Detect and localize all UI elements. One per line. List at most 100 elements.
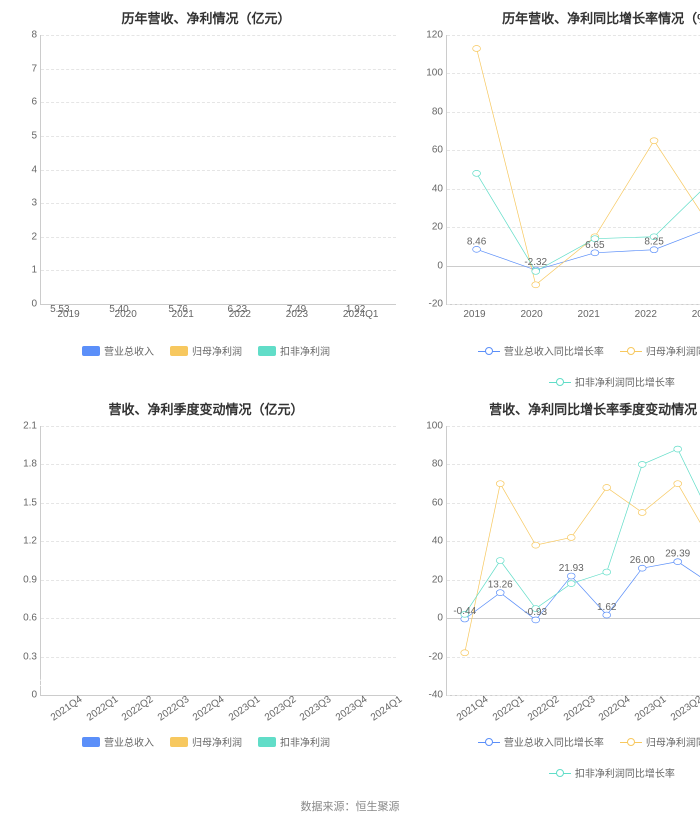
y-tick-label: 80 xyxy=(432,106,443,117)
legend-label: 扣非净利润 xyxy=(280,343,330,358)
legend-item: 营业总收入同比增长率 xyxy=(478,734,604,749)
line-labels: 8.46-2.326.658.2520.1711.93 xyxy=(447,35,700,304)
chart-plot-area: 0123456785.535.405.766.237.491.92 xyxy=(40,35,396,305)
bars-container: 1.661.361.501.681.681.721.941.971.861.92 xyxy=(41,426,396,695)
chart-plot-area: -200204060801001208.46-2.326.658.2520.17… xyxy=(446,35,700,305)
legend-item: 扣非净利润同比增长率 xyxy=(549,374,675,389)
legend-swatch xyxy=(82,737,100,747)
y-tick-label: 80 xyxy=(432,459,443,470)
point-value-label: -0.44 xyxy=(453,606,476,617)
legend-swatch xyxy=(170,737,188,747)
legend-label: 营业总收入同比增长率 xyxy=(504,734,604,749)
bar-value-label: 1.97 xyxy=(287,678,306,689)
y-tick-label: 3 xyxy=(31,198,37,209)
bar-value-label: 1.66 xyxy=(39,678,58,689)
legend-label: 扣非净利润同比增长率 xyxy=(575,765,675,780)
legend-item: 营业总收入同比增长率 xyxy=(478,343,604,358)
legend-item: 营业总收入 xyxy=(82,343,154,358)
chart-title: 营收、净利季度变动情况（亿元） xyxy=(8,399,404,418)
point-value-label: 21.93 xyxy=(559,563,584,574)
y-tick-label: 0 xyxy=(31,690,37,701)
x-tick-label: 2023 xyxy=(286,305,308,335)
chart-title: 历年营收、净利情况（亿元） xyxy=(8,8,404,27)
chart-title: 历年营收、净利同比增长率情况（%） xyxy=(414,8,700,27)
y-axis: -20020406080100120 xyxy=(417,35,445,304)
y-axis: -40-20020406080100 xyxy=(417,426,445,695)
legend: 营业总收入归母净利润扣非净利润 xyxy=(8,343,404,358)
x-tick-label: 2020 xyxy=(115,305,137,335)
x-axis: 2021Q42022Q12022Q22022Q32022Q42023Q12023… xyxy=(446,696,700,726)
y-tick-label: 60 xyxy=(432,497,443,508)
legend-swatch xyxy=(549,377,571,387)
y-tick-label: 0 xyxy=(437,260,443,271)
bar-value-label: 1.68 xyxy=(145,678,164,689)
bar-value-label: 1.92 xyxy=(358,678,377,689)
y-tick-label: 0 xyxy=(31,299,37,310)
legend-label: 扣非净利润同比增长率 xyxy=(575,374,675,389)
y-tick-label: 0.6 xyxy=(23,613,37,624)
x-tick-label: 2020 xyxy=(520,305,542,335)
x-tick-label: 2019 xyxy=(463,305,485,335)
point-value-label: 1.62 xyxy=(597,602,617,613)
data-source-footer: 数据来源：恒生聚源 xyxy=(0,788,700,828)
y-tick-label: 40 xyxy=(432,183,443,194)
point-value-label: 8.25 xyxy=(644,237,664,248)
chart-panel-2: 历年营收、净利同比增长率情况（%）-200204060801001208.46-… xyxy=(414,8,700,389)
legend-item: 扣非净利润同比增长率 xyxy=(549,765,675,780)
point-value-label: -2.32 xyxy=(524,257,547,268)
legend: 营业总收入同比增长率 归母净利润同比增长率扣非净利润同比增长率 xyxy=(414,734,700,780)
y-tick-label: 1.2 xyxy=(23,536,37,547)
y-axis: 012345678 xyxy=(11,35,39,304)
x-tick-label: 2022 xyxy=(635,305,657,335)
legend-item: 归母净利润同比增长率 xyxy=(620,734,700,749)
legend-swatch xyxy=(258,737,276,747)
x-axis: 201920202021202220232024Q1 xyxy=(446,305,700,335)
legend-item: 扣非净利润 xyxy=(258,343,330,358)
legend-swatch xyxy=(478,737,500,747)
y-tick-label: 1.5 xyxy=(23,497,37,508)
legend-item: 扣非净利润 xyxy=(258,734,330,749)
chart-plot-area: -40-20020406080100-0.4413.26-0.9321.931.… xyxy=(446,426,700,696)
y-tick-label: 8 xyxy=(31,30,37,41)
legend-swatch xyxy=(258,346,276,356)
legend-swatch xyxy=(620,346,642,356)
chart-plot-area: 00.30.60.91.21.51.82.11.661.361.501.681.… xyxy=(40,426,396,696)
y-tick-label: 20 xyxy=(432,222,443,233)
y-tick-label: 2 xyxy=(31,231,37,242)
legend-label: 营业总收入 xyxy=(104,343,154,358)
legend-swatch xyxy=(478,346,500,356)
x-tick-label: 2019 xyxy=(57,305,79,335)
bar-value-label: 1.94 xyxy=(252,678,271,689)
x-tick-label: 2022 xyxy=(229,305,251,335)
x-axis: 2019 2020 2021 2022 2023 2024Q1 xyxy=(40,305,396,335)
chart-panel-3: 营收、净利季度变动情况（亿元）00.30.60.91.21.51.82.11.6… xyxy=(8,399,404,780)
y-tick-label: 4 xyxy=(31,164,37,175)
legend-item: 归母净利润 xyxy=(170,734,242,749)
chart-panel-4: 营收、净利同比增长率季度变动情况（%）-40-20020406080100-0.… xyxy=(414,399,700,780)
y-tick-label: 2.1 xyxy=(23,421,37,432)
y-tick-label: -40 xyxy=(428,690,442,701)
line-labels: -0.4413.26-0.9321.931.6226.0029.3917.031… xyxy=(447,426,700,695)
y-tick-label: 1 xyxy=(31,265,37,276)
y-tick-label: 1.8 xyxy=(23,459,37,470)
x-tick-label: 2021 xyxy=(172,305,194,335)
bar-value-label: 1.36 xyxy=(74,678,93,689)
y-tick-label: 5 xyxy=(31,130,37,141)
legend-label: 归母净利润同比增长率 xyxy=(646,343,700,358)
y-tick-label: -20 xyxy=(428,299,442,310)
y-tick-label: 7 xyxy=(31,63,37,74)
y-tick-label: 100 xyxy=(426,68,443,79)
x-tick-label: 2024Q1 xyxy=(343,305,379,335)
point-value-label: 6.65 xyxy=(585,240,605,251)
y-tick-label: 20 xyxy=(432,574,443,585)
legend-label: 归母净利润同比增长率 xyxy=(646,734,700,749)
bar-value-label: 1.86 xyxy=(323,678,342,689)
x-axis: 2021Q42022Q12022Q22022Q32022Q42023Q12023… xyxy=(40,696,396,726)
y-tick-label: -20 xyxy=(428,651,442,662)
bar-value-label: 1.50 xyxy=(110,678,129,689)
point-value-label: 13.26 xyxy=(488,580,513,591)
point-value-label: -0.93 xyxy=(524,607,547,618)
legend-label: 营业总收入 xyxy=(104,734,154,749)
bar-value-label: 1.72 xyxy=(216,678,235,689)
x-tick-label: 2021 xyxy=(578,305,600,335)
